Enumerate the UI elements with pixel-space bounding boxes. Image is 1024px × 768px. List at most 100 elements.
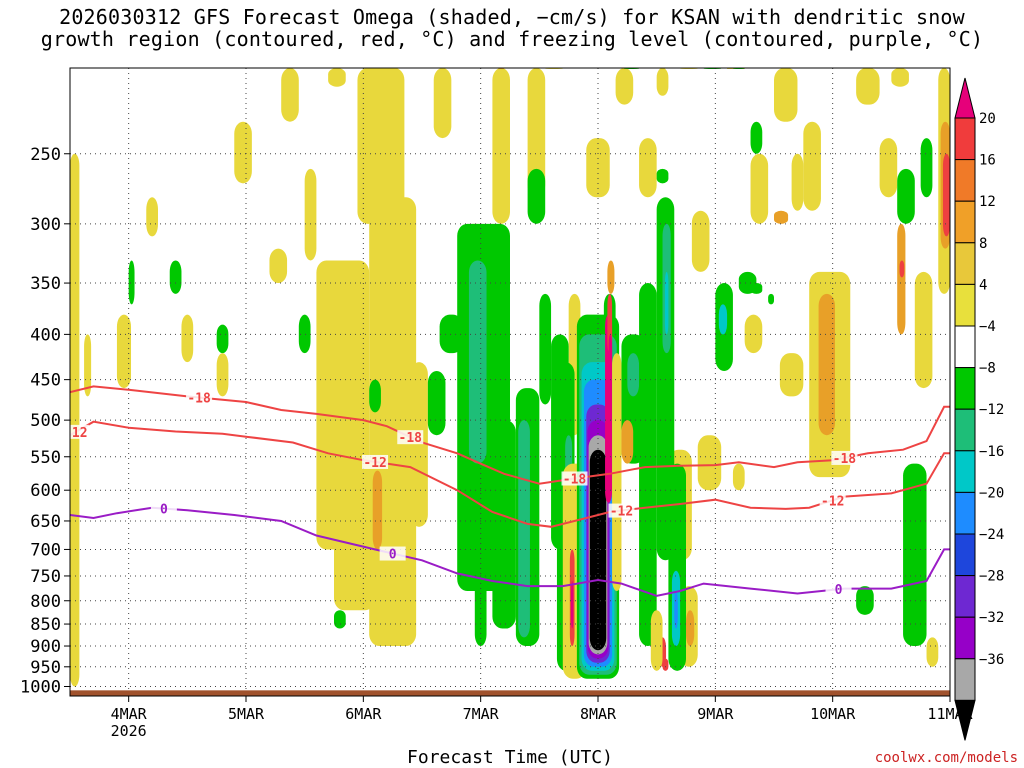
- colorbar-label: 16: [979, 153, 996, 169]
- y-tick-label: 600: [30, 481, 61, 501]
- x-tick-label: 6MAR: [345, 705, 382, 723]
- omega-shade-cell: [328, 68, 346, 87]
- colorbar-bottom-arrow: [954, 699, 976, 741]
- omega-shade-cell: [116, 314, 132, 389]
- contour-label: -12: [821, 494, 844, 509]
- omega-shade-cell: [474, 538, 487, 647]
- omega-shade-cell: [903, 463, 927, 647]
- omega-shade-cell: [369, 379, 381, 413]
- omega-shade-cell: [750, 283, 763, 294]
- contour-label-bg: [186, 390, 213, 405]
- colorbar-swatch: [954, 200, 976, 244]
- y-tick-label: 750: [30, 567, 61, 587]
- x-tick-label: 9MAR: [697, 705, 734, 723]
- colorbar-swatch: [954, 408, 976, 452]
- x-tick-label: 4MAR: [111, 705, 148, 723]
- omega-shade-cell: [656, 68, 669, 96]
- omega-shade-cell: [372, 470, 383, 550]
- omega-shade-cell: [492, 420, 516, 629]
- y-tick-label: 400: [30, 325, 61, 345]
- contour-label-bg: [819, 493, 846, 508]
- omega-shade-cell: [621, 420, 634, 464]
- omega-shade-cell: [856, 586, 874, 615]
- contour-label-bg: [608, 503, 635, 518]
- colorbar-label: −12: [979, 402, 1004, 418]
- omega-shade-cell: [527, 68, 546, 198]
- omega-shade-cell: [589, 449, 607, 651]
- omega-shade-cell: [779, 353, 804, 397]
- x-tick-label: 8MAR: [580, 705, 617, 723]
- x-tick-year: 2026: [111, 722, 147, 740]
- y-tick-label: 350: [30, 274, 61, 294]
- contour-label-bg: [362, 454, 389, 469]
- omega-shade-cell: [334, 463, 376, 611]
- omega-shade-cell: [774, 68, 798, 122]
- omega-shade-cell: [791, 153, 804, 211]
- omega-shade-cell: [586, 138, 610, 198]
- omega-shade-cell: [181, 314, 194, 363]
- contour-label-bg: [150, 501, 177, 516]
- omega-shade-cell: [468, 260, 487, 464]
- contour-label-bg: [70, 424, 89, 439]
- grid-lines: [70, 68, 951, 696]
- omega-shade-cell: [656, 168, 669, 184]
- omega-shade-cell: [608, 334, 613, 389]
- ground-surface: [70, 690, 950, 696]
- omega-shade-cell: [650, 610, 663, 671]
- omega-shade-cell: [732, 463, 745, 491]
- colorbar-swatch: [954, 658, 976, 701]
- contour-label: -12: [363, 456, 386, 471]
- omega-shade-cell: [662, 658, 669, 671]
- omega-shade-cell: [269, 248, 288, 284]
- colorbar-label: −28: [979, 569, 1004, 585]
- contour-label-bg: [379, 546, 406, 561]
- colorbar-label: −20: [979, 485, 1004, 501]
- omega-shade-cell: [146, 197, 158, 237]
- y-tick-label: 950: [30, 658, 61, 678]
- omega-shade-cell: [216, 324, 229, 354]
- omega-shade-cell: [369, 197, 417, 647]
- omega-shade-cell: [216, 353, 229, 397]
- colorbar-swatch: [954, 491, 976, 535]
- omega-shade-cell: [84, 334, 92, 397]
- omega-shade-cell: [169, 260, 182, 294]
- omega-shade-cell: [920, 138, 933, 198]
- colorbar-label: −36: [979, 652, 1004, 668]
- omega-shade-cell: [518, 420, 530, 638]
- colorbar-swatch: [954, 450, 976, 493]
- omega-shading: [70, 68, 950, 687]
- omega-shade-cell: [571, 581, 574, 629]
- omega-shade-cell: [674, 591, 678, 629]
- omega-shade-cell: [818, 293, 836, 436]
- y-tick-label: 1000: [20, 678, 61, 698]
- y-tick-label: 900: [30, 637, 61, 657]
- colorbar-swatch: [954, 242, 976, 285]
- colorbar-label: −4: [979, 319, 996, 335]
- chart-title: 2026030312 GFS Forecast Omega (shaded, −…: [0, 6, 1024, 50]
- contour-label: 0: [835, 583, 843, 598]
- contour-label-bg: [561, 471, 588, 486]
- y-tick-label: 300: [30, 215, 61, 235]
- omega-shade-cell: [433, 68, 452, 139]
- plot-frame: [69, 67, 951, 697]
- omega-shade-cell: [70, 153, 80, 687]
- omega-shade-cell: [750, 121, 763, 154]
- colorbar-label: 20: [979, 111, 996, 127]
- colorbar-swatch: [954, 325, 976, 369]
- omega-shade-cell: [615, 68, 634, 105]
- omega-shade-cell: [774, 210, 789, 224]
- y-tick-label: 550: [30, 448, 61, 468]
- y-tick-label: 650: [30, 512, 61, 532]
- colorbar-label: −32: [979, 610, 1004, 626]
- omega-shade-cell: [664, 271, 669, 335]
- watermark: coolwx.com/models: [874, 750, 1018, 766]
- y-tick-label: 700: [30, 540, 61, 560]
- colorbar-label: −24: [979, 527, 1004, 543]
- colorbar-swatch: [954, 283, 976, 327]
- omega-shade-cell: [768, 293, 774, 305]
- omega-shade-cell: [891, 68, 909, 87]
- contour-label: -18: [833, 452, 857, 467]
- x-tick-label: 7MAR: [463, 705, 500, 723]
- chart-title-line2: growth region (contoured, red, °C) and f…: [40, 27, 984, 51]
